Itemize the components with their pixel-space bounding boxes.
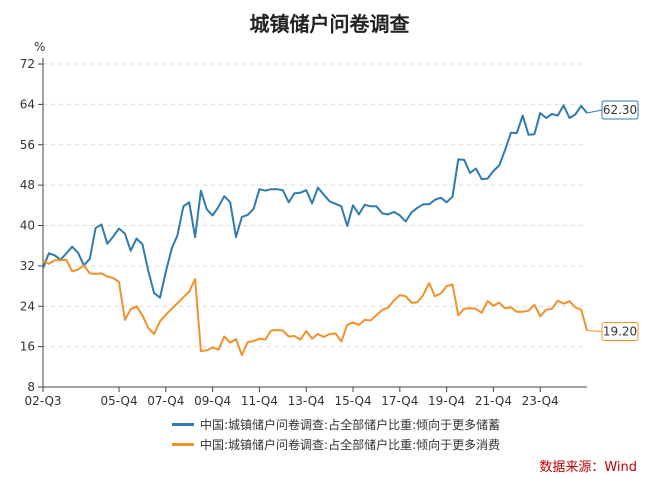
y-tick-label: 32 [20,259,35,273]
y-tick-label: 40 [20,219,35,233]
x-tick-label: 19-Q4 [428,394,465,408]
legend-swatch-savings [172,422,194,426]
axes [38,58,587,392]
end-label-pointer [586,109,603,114]
x-tick-label: 17-Q4 [381,394,418,408]
end-label-box [601,321,639,341]
x-tick-label: 07-Q4 [147,394,184,408]
end-label-text: 62.30 [603,103,637,117]
y-tick-label: 16 [20,340,35,354]
x-tick-label: 15-Q4 [334,394,371,408]
y-tick-label: 72 [20,57,35,71]
x-tick-label: 05-Q4 [100,394,137,408]
end-label-pointer [586,329,603,332]
end-labels: 62.30 19.20 [586,100,639,341]
x-tick-label: 23-Q4 [522,394,559,408]
x-tick-label: 21-Q4 [475,394,512,408]
y-tick-label: 8 [27,380,35,394]
legend-item-consumption: 中国:城镇储户问卷调查:占全部储户比重:倾向于更多消费 [172,434,500,454]
series-line-0 [42,104,588,299]
y-tick-label: 56 [20,138,35,152]
grid-lines [43,63,587,348]
series-lines [42,104,588,357]
y-tick-label: 24 [20,299,35,313]
y-tick-label: 48 [20,178,35,192]
x-tick-label: 02-Q3 [24,394,61,408]
x-tick-label: 09-Q4 [194,394,231,408]
end-label-box [601,100,639,120]
legend-label-consumption: 中国:城镇储户问卷调查:占全部储户比重:倾向于更多消费 [200,437,501,452]
legend-item-savings: 中国:城镇储户问卷调查:占全部储户比重:倾向于更多储蓄 [172,414,500,434]
chart-title: 城镇储户问卷调查 [249,12,410,36]
tick-labels: 8 16 24 32 40 48 56 64 72 02-Q3 05-Q4 07-Q4 09-Q4 11-… [20,57,559,408]
legend: 中国:城镇储户问卷调查:占全部储户比重:倾向于更多储蓄 中国:城镇储户问卷调查:… [172,414,500,454]
y-tick-label: 64 [20,97,35,111]
legend-swatch-consumption [172,442,194,446]
x-tick-label: 13-Q4 [288,394,325,408]
x-tick-label: 11-Q4 [241,394,278,408]
legend-label-savings: 中国:城镇储户问卷调查:占全部储户比重:倾向于更多储蓄 [200,417,501,432]
data-source: 数据来源：Wind [539,460,637,475]
y-axis-unit: % [34,40,46,54]
end-label-text: 19.20 [603,324,637,338]
series-line-1 [42,258,588,357]
